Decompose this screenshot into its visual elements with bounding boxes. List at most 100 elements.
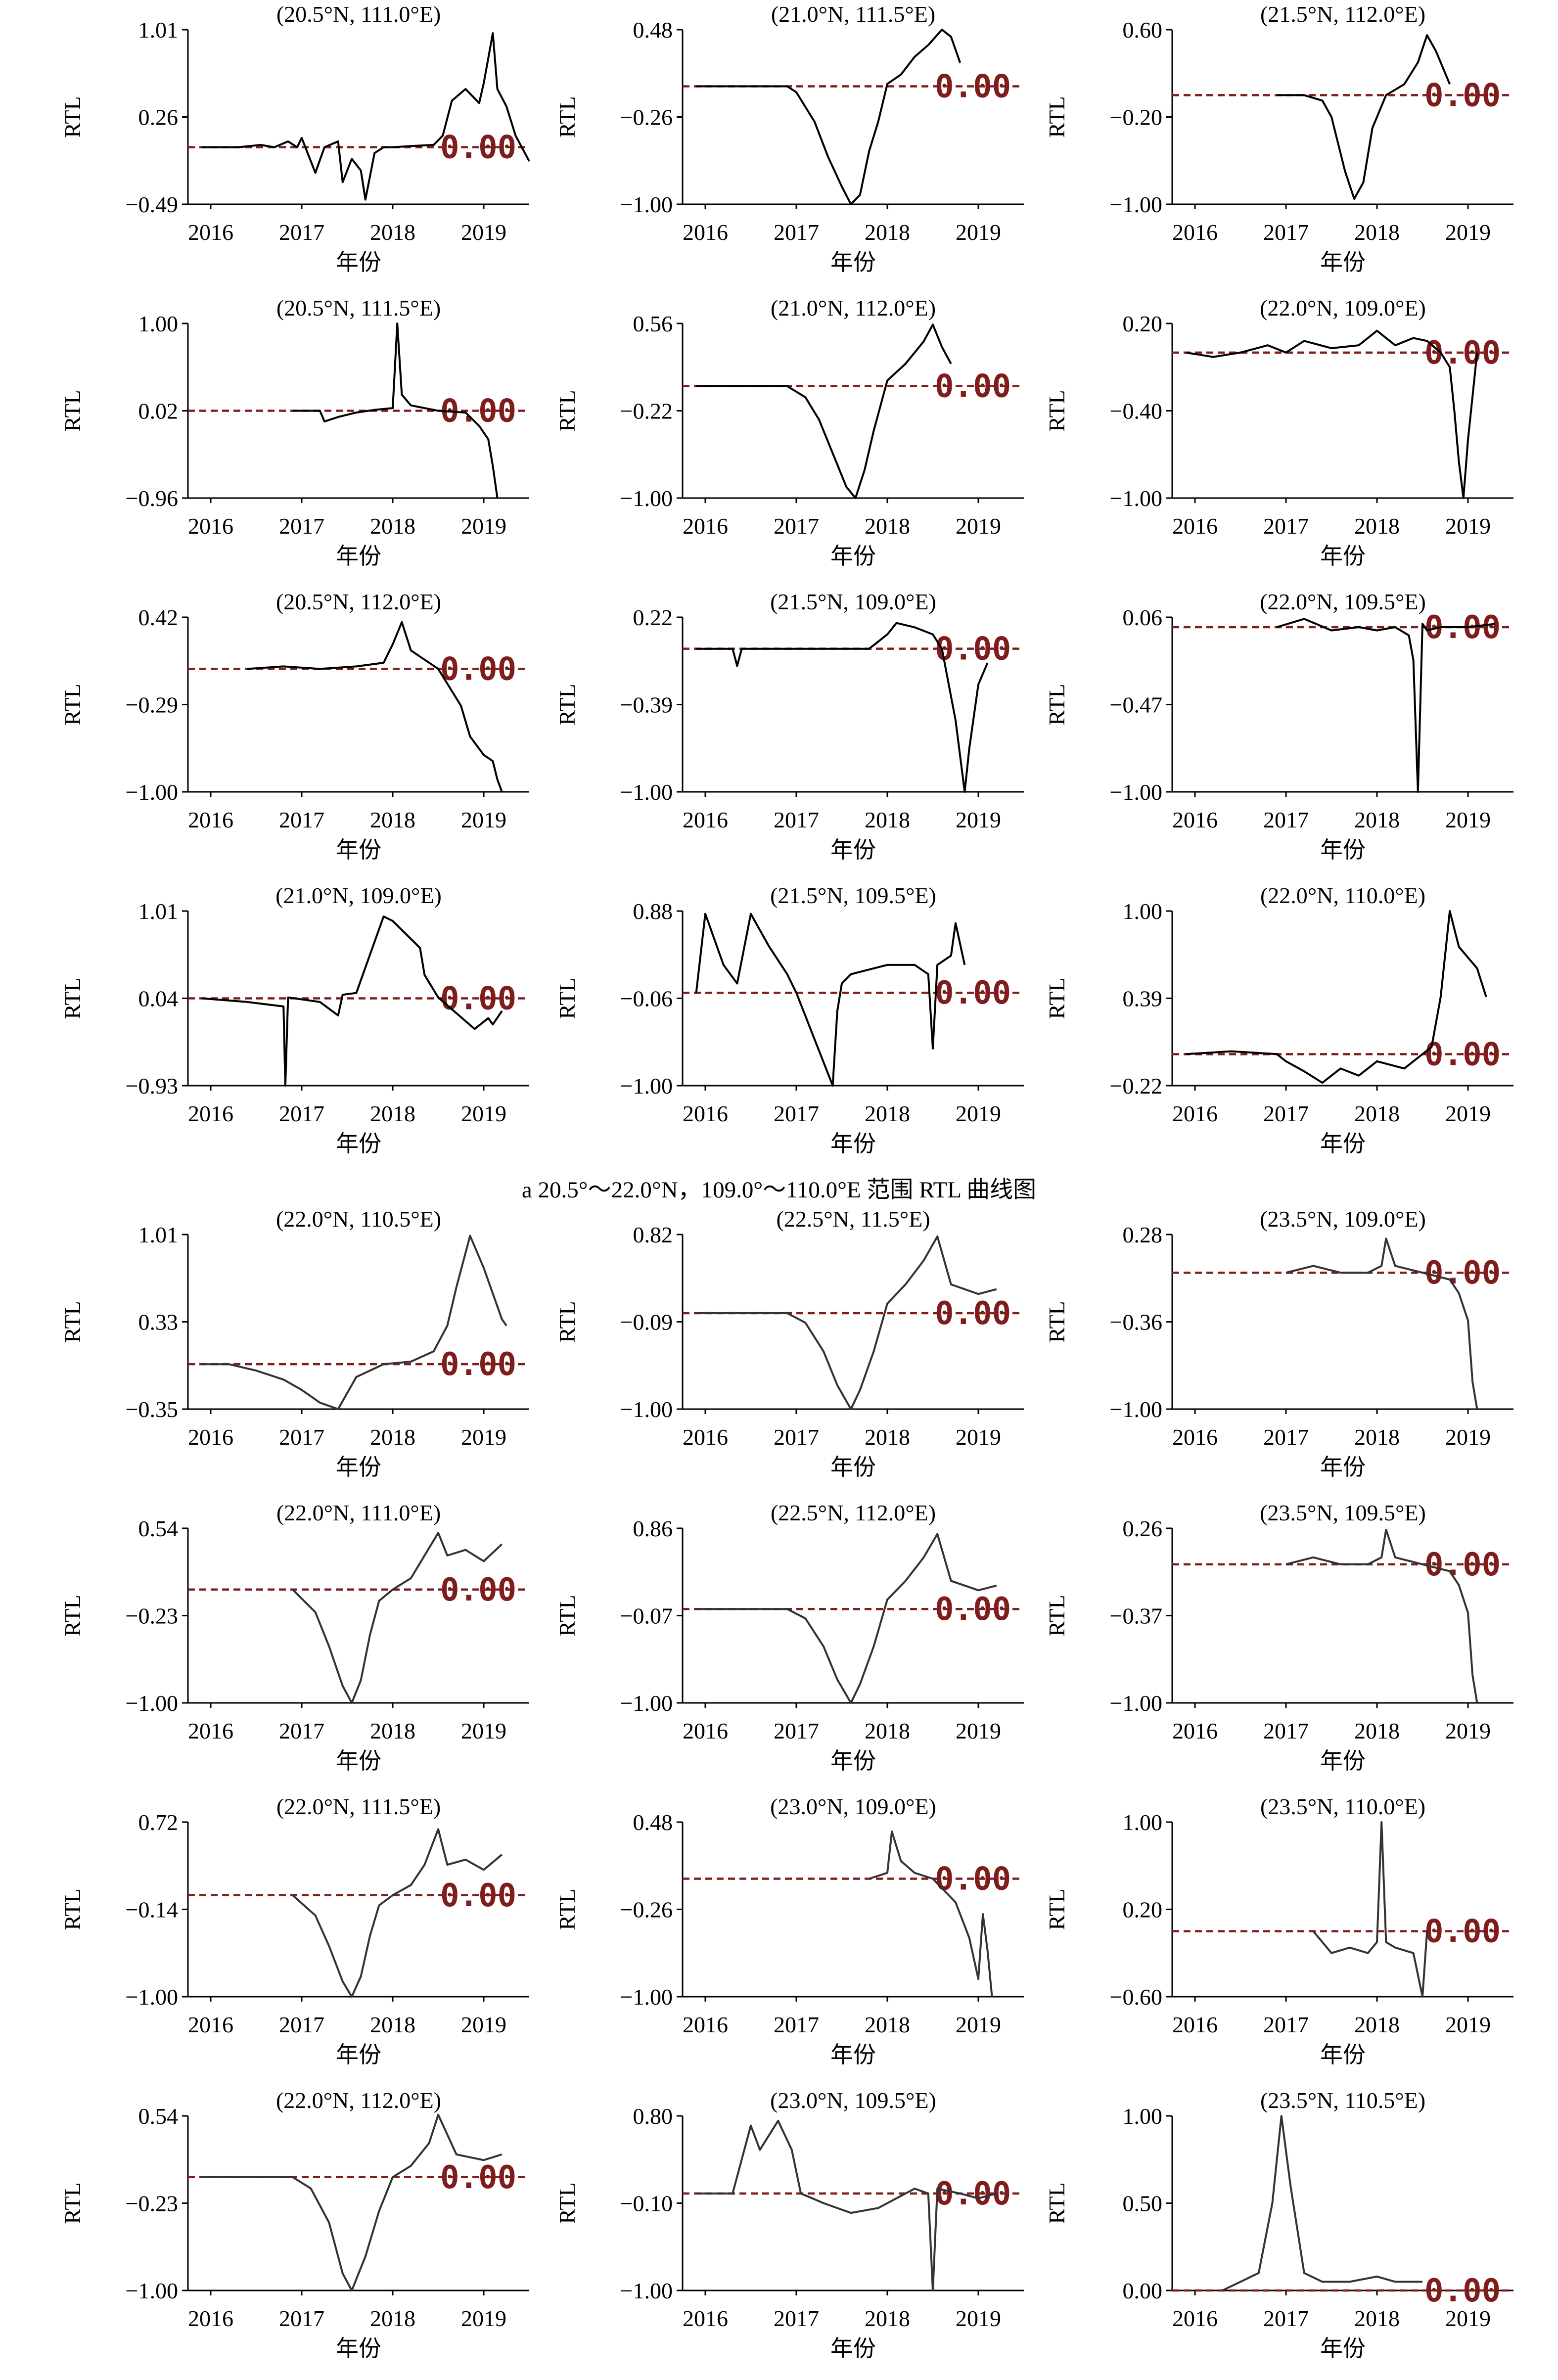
x-tick-label: 2017 <box>1263 513 1309 539</box>
y-tick-label: −0.37 <box>1110 1603 1162 1629</box>
x-tick-label: 2017 <box>1263 2012 1309 2037</box>
x-tick-label: 2019 <box>956 1101 1001 1126</box>
rtl-panel-6: (22.0°N, 109.0°E) 0.20 −0.40 −1.00 2016 2017 2… <box>1044 295 1513 569</box>
x-tick-label: 2016 <box>188 1718 233 1743</box>
x-tick-label: 2016 <box>188 807 233 832</box>
x-tick-label: 2016 <box>683 2012 728 2037</box>
x-tick-label: 2019 <box>461 1101 506 1126</box>
rtl-series-line <box>695 913 966 1087</box>
x-tick-label: 2016 <box>1172 513 1218 539</box>
zero-label: 0.00 <box>935 1591 1011 1628</box>
x-tick-label: 2017 <box>279 2012 324 2037</box>
panel-title: (20.5°N, 111.5°E) <box>276 295 441 320</box>
x-axis-title: 年份 <box>336 1748 381 1774</box>
x-tick-label: 2019 <box>1445 1718 1491 1743</box>
x-tick-label: 2019 <box>461 1718 506 1743</box>
rtl-series-line <box>696 1235 997 1410</box>
x-axis-title: 年份 <box>336 2336 381 2361</box>
y-tick-label: −0.23 <box>126 2191 178 2216</box>
x-tick-label: 2018 <box>370 220 415 245</box>
rtl-panel-19: (22.0°N, 111.5°E) 0.72 −0.14 −1.00 2016 2017 2… <box>60 1794 529 2067</box>
y-axis-title: RTL <box>1044 977 1069 1019</box>
y-axis-title: RTL <box>1044 390 1069 431</box>
x-axis-title: 年份 <box>336 837 381 863</box>
y-axis-title: RTL <box>60 1301 85 1342</box>
x-axis-title: 年份 <box>336 544 381 569</box>
panel-title: (21.0°N, 111.5°E) <box>771 1 935 27</box>
x-tick-label: 2018 <box>370 1718 415 1743</box>
y-tick-label: −1.00 <box>1110 1397 1162 1422</box>
y-axis-title: RTL <box>554 1888 580 1930</box>
zero-label: 0.00 <box>440 1877 516 1914</box>
rtl-panel-7: (20.5°N, 112.0°E) 0.42 −0.29 −1.00 2016 2017 2… <box>60 589 529 863</box>
panel-title: (22.0°N, 110.0°E) <box>1260 883 1425 908</box>
rtl-series-line <box>201 915 503 1087</box>
panel-title: (21.0°N, 109.0°E) <box>275 883 442 908</box>
y-tick-label: 0.02 <box>138 399 179 424</box>
x-tick-label: 2018 <box>1354 513 1400 539</box>
x-axis-title: 年份 <box>830 837 876 863</box>
y-tick-label: −0.49 <box>126 192 178 217</box>
x-tick-label: 2016 <box>683 2306 728 2331</box>
y-axis-title: RTL <box>554 1301 580 1342</box>
zero-label: 0.00 <box>440 651 516 687</box>
rtl-panel-21: (23.5°N, 110.0°E) 1.00 0.20 −0.60 2016 2017 20… <box>1044 1794 1513 2067</box>
y-tick-label: 1.01 <box>138 1222 179 1247</box>
zero-label: 0.00 <box>1424 1914 1501 1950</box>
rtl-series-line <box>1312 1821 1428 1998</box>
y-axis-title: RTL <box>60 1888 85 1930</box>
panel-title: (23.5°N, 109.5°E) <box>1260 1500 1426 1525</box>
zero-label: 0.00 <box>1424 2273 1501 2309</box>
rtl-series-line <box>696 29 962 205</box>
y-tick-label: 0.26 <box>1123 1516 1163 1541</box>
rtl-panel-13: (22.0°N, 110.5°E) 1.01 0.33 −0.35 2016 2017 20… <box>60 1206 529 1480</box>
x-tick-label: 2018 <box>865 2306 910 2331</box>
x-tick-label: 2018 <box>370 1101 415 1126</box>
x-tick-label: 2016 <box>188 1424 233 1450</box>
x-tick-label: 2017 <box>1263 220 1309 245</box>
x-tick-label: 2017 <box>1263 1101 1309 1126</box>
x-tick-label: 2016 <box>683 513 728 539</box>
x-axis-title: 年份 <box>830 1131 876 1156</box>
x-tick-label: 2018 <box>370 807 415 832</box>
x-axis-title: 年份 <box>830 544 876 569</box>
y-axis-title: RTL <box>60 977 85 1019</box>
y-tick-label: 0.06 <box>1123 605 1163 630</box>
x-tick-label: 2019 <box>956 2012 1001 2037</box>
y-tick-label: 0.48 <box>633 17 673 43</box>
panel-title: (22.0°N, 109.0°E) <box>1260 295 1426 320</box>
zero-label: 0.00 <box>1424 77 1501 114</box>
panel-title: (21.5°N, 112.0°E) <box>1260 1 1425 27</box>
y-axis-title: RTL <box>1044 684 1069 725</box>
x-tick-label: 2018 <box>1354 1101 1400 1126</box>
rtl-panel-16: (22.0°N, 111.0°E) 0.54 −0.23 −1.00 2016 2017 2… <box>60 1500 529 1774</box>
y-tick-label: −1.00 <box>126 779 178 805</box>
panel-title: (20.5°N, 112.0°E) <box>276 589 441 614</box>
rtl-series-line <box>1222 2115 1422 2291</box>
y-tick-label: 0.48 <box>633 1810 673 1835</box>
y-tick-label: −1.00 <box>620 779 673 805</box>
x-tick-label: 2019 <box>956 807 1001 832</box>
y-tick-label: 0.00 <box>1123 2278 1163 2303</box>
zero-label: 0.00 <box>1424 1255 1501 1291</box>
rtl-series-line <box>696 323 952 499</box>
x-tick-label: 2016 <box>188 513 233 539</box>
x-axis-title: 年份 <box>1320 1455 1366 1480</box>
x-tick-label: 2019 <box>461 2012 506 2037</box>
x-tick-label: 2019 <box>1445 2012 1491 2037</box>
x-tick-label: 2017 <box>279 513 324 539</box>
rtl-panel-5: (21.0°N, 112.0°E) 0.56 −0.22 −1.00 2016 2017 2… <box>554 295 1024 569</box>
y-tick-label: −1.00 <box>126 1691 178 1716</box>
rtl-series-line <box>1186 329 1478 499</box>
x-tick-label: 2019 <box>461 2306 506 2331</box>
x-axis-title: 年份 <box>336 1455 381 1480</box>
x-tick-label: 2019 <box>956 1424 1001 1450</box>
y-tick-label: 1.01 <box>138 17 179 43</box>
x-tick-label: 2019 <box>1445 1424 1491 1450</box>
x-tick-label: 2016 <box>683 1718 728 1743</box>
x-tick-label: 2017 <box>279 807 324 832</box>
y-axis-title: RTL <box>60 1595 85 1636</box>
x-tick-label: 2019 <box>1445 1101 1491 1126</box>
x-tick-label: 2018 <box>370 513 415 539</box>
rtl-series-line <box>201 1235 507 1410</box>
